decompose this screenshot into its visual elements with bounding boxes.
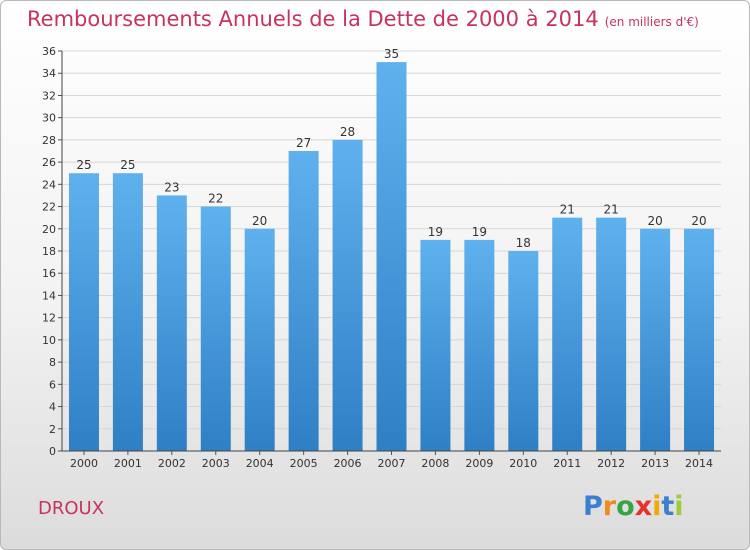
bar-value-label: 25	[76, 158, 91, 172]
x-tick-label: 2010	[509, 457, 537, 470]
proxiti-logo: Proxiti	[583, 491, 684, 522]
y-tick-label: 2	[49, 423, 56, 436]
bar	[156, 195, 187, 451]
x-tick-label: 2014	[685, 457, 713, 470]
logo-letter: P	[583, 491, 603, 522]
bar-value-label: 20	[647, 214, 662, 228]
x-tick-label: 2001	[114, 457, 142, 470]
x-tick-label: 2007	[378, 457, 406, 470]
x-tick-label: 2003	[202, 457, 230, 470]
x-tick-label: 2009	[465, 457, 493, 470]
y-tick-label: 8	[49, 356, 56, 369]
x-tick-label: 2004	[246, 457, 274, 470]
bar-value-label: 23	[164, 180, 179, 194]
bar	[508, 251, 539, 451]
x-tick-label: 2006	[334, 457, 362, 470]
x-tick-label: 2008	[421, 457, 449, 470]
y-tick-label: 22	[42, 201, 56, 214]
chart-title-text: Remboursements Annuels de la Dette de 20…	[27, 7, 599, 31]
y-tick-label: 10	[42, 334, 56, 347]
logo-letter: r	[602, 491, 617, 522]
x-tick-label: 2011	[553, 457, 581, 470]
x-tick-label: 2012	[597, 457, 625, 470]
y-tick-label: 30	[42, 112, 56, 125]
y-tick-label: 18	[42, 245, 56, 258]
commune-name: DROUX	[38, 498, 105, 519]
bar-value-label: 25	[120, 158, 135, 172]
y-tick-label: 24	[42, 178, 56, 191]
y-tick-label: 32	[42, 89, 56, 102]
bar-value-label: 20	[252, 214, 267, 228]
bar	[332, 139, 363, 451]
chart-title: Remboursements Annuels de la Dette de 20…	[27, 7, 699, 31]
bar-value-label: 27	[296, 136, 311, 150]
bar	[640, 228, 671, 451]
logo-letter: i	[674, 491, 684, 522]
logo-letter: i	[652, 491, 662, 522]
bar-value-labels: 25 25 23 22 20 27 28 35 19 19 18 21 21 20 20	[76, 47, 706, 250]
bar-value-label: 21	[560, 203, 575, 217]
bar	[552, 217, 583, 451]
bar-value-label: 18	[516, 236, 531, 250]
bar	[420, 239, 451, 451]
bar	[596, 217, 627, 451]
x-tick-label: 2005	[290, 457, 318, 470]
y-tick-label: 20	[42, 223, 56, 236]
y-tick-label: 0	[49, 445, 56, 458]
bar	[464, 239, 495, 451]
bar	[288, 151, 319, 451]
y-tick-label: 6	[49, 378, 56, 391]
bar	[200, 206, 231, 451]
y-tick-label: 36	[42, 45, 56, 58]
logo-letter: x	[634, 491, 653, 522]
bar	[684, 228, 715, 451]
logo-letter: o	[616, 491, 635, 522]
bar-value-label: 19	[472, 225, 487, 239]
y-tick-label: 14	[42, 289, 56, 302]
bar	[68, 173, 99, 451]
chart-subtitle: (en milliers d'€)	[604, 15, 699, 29]
x-tick-label: 2000	[70, 457, 98, 470]
x-tick-label: 2002	[158, 457, 186, 470]
bar-value-label: 19	[428, 225, 443, 239]
x-tick-label: 2013	[641, 457, 669, 470]
bar-value-label: 21	[604, 203, 619, 217]
bar-value-label: 22	[208, 192, 223, 206]
y-tick-label: 34	[42, 67, 56, 80]
bar-value-label: 35	[384, 47, 399, 61]
y-tick-label: 26	[42, 156, 56, 169]
bar	[112, 173, 143, 451]
y-tick-label: 4	[49, 401, 56, 414]
bars	[68, 62, 715, 451]
bar-value-label: 20	[691, 214, 706, 228]
y-tick-label: 16	[42, 267, 56, 280]
bar-value-label: 28	[340, 125, 355, 139]
bar	[376, 62, 407, 451]
y-tick-label: 12	[42, 312, 56, 325]
bar	[244, 228, 275, 451]
y-tick-label: 28	[42, 134, 56, 147]
logo-letter: t	[661, 491, 675, 522]
